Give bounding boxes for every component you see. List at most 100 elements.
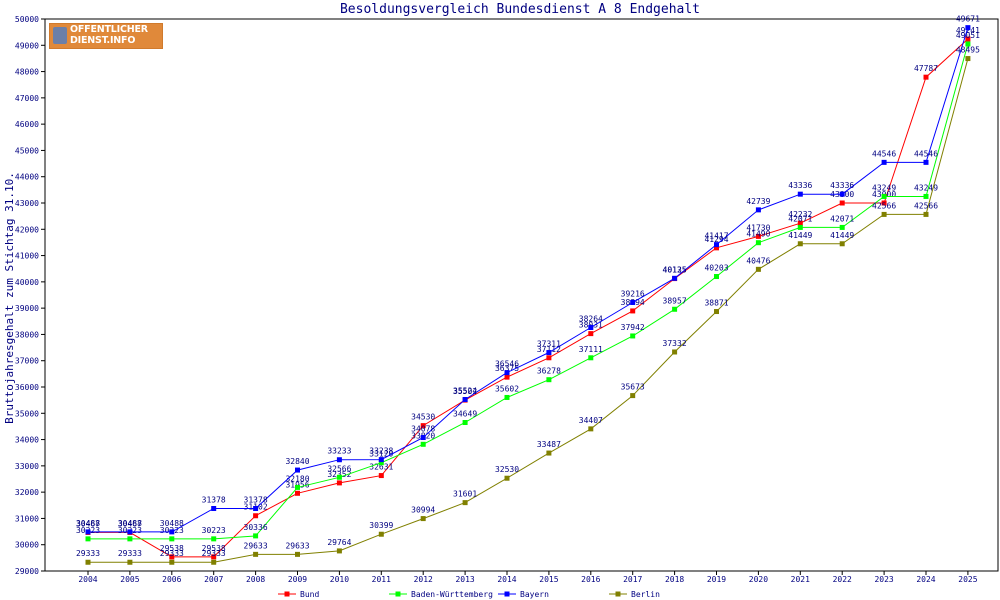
data-point — [546, 355, 552, 361]
data-label: 34078 — [411, 425, 435, 434]
y-tick-label: 49000 — [15, 41, 39, 50]
y-tick-label: 35000 — [15, 409, 39, 418]
data-label: 29764 — [327, 538, 351, 547]
data-point — [797, 220, 803, 226]
y-tick-label: 43000 — [15, 199, 39, 208]
data-point — [504, 394, 510, 400]
y-tick-label: 48000 — [15, 68, 39, 77]
data-point — [378, 531, 384, 537]
y-tick-label: 37000 — [15, 357, 39, 366]
data-label: 35502 — [453, 387, 477, 396]
series-1: 3022330223302233022330336321803256633120… — [76, 31, 980, 542]
data-label: 32840 — [285, 457, 309, 466]
data-label: 41449 — [788, 231, 812, 240]
series-line — [88, 38, 969, 558]
y-tick-label: 47000 — [15, 94, 39, 103]
data-point — [839, 241, 845, 247]
data-point — [504, 475, 510, 481]
data-point — [881, 159, 887, 165]
data-label: 41490 — [746, 230, 770, 239]
data-label: 41417 — [704, 232, 728, 241]
x-tick-label: 2013 — [455, 575, 474, 584]
data-point — [336, 474, 342, 480]
data-point — [672, 306, 678, 312]
legend-marker — [504, 591, 510, 597]
data-point — [714, 242, 719, 248]
data-label: 43336 — [788, 181, 812, 190]
data-point — [420, 423, 426, 429]
y-tick-label: 42000 — [15, 225, 39, 234]
data-label: 44546 — [914, 149, 938, 158]
data-point — [253, 533, 259, 539]
data-label: 32631 — [369, 463, 393, 472]
data-label: 29333 — [76, 549, 100, 558]
data-label: 38871 — [704, 299, 728, 308]
y-tick-label: 44000 — [15, 173, 39, 182]
series-line — [88, 27, 969, 533]
y-tick-label: 46000 — [15, 120, 39, 129]
data-point — [378, 457, 384, 463]
legend-marker — [615, 591, 621, 597]
data-label: 29333 — [160, 549, 184, 558]
data-point — [336, 548, 342, 554]
data-point — [462, 500, 468, 506]
legend-label: Baden-Württemberg — [411, 590, 493, 599]
data-label: 41294 — [704, 235, 728, 244]
legend-item: Berlin — [609, 590, 660, 599]
data-point — [127, 536, 133, 542]
data-label: 29633 — [285, 541, 309, 550]
y-tick-label: 32000 — [15, 488, 39, 497]
data-label: 33233 — [327, 447, 351, 456]
logo-line-2: DIENST.INFO — [70, 34, 136, 46]
x-axis: 2004 2005 2006 2007 2008 2009 2010 2011 2012 2013… — [78, 571, 978, 584]
y-tick-label: 41000 — [15, 252, 39, 261]
data-label: 36546 — [495, 360, 519, 369]
data-label: 31601 — [453, 490, 477, 499]
y-tick-label: 40000 — [15, 278, 39, 287]
data-label: 30467 — [76, 519, 100, 528]
data-label: 38957 — [663, 296, 687, 305]
data-point — [127, 559, 133, 565]
logo-line-1: OFFENTLICHER — [70, 24, 148, 35]
chart-title: Besoldungsvergleich Bundesdienst A 8 End… — [340, 2, 700, 17]
data-label: 49241 — [956, 26, 980, 35]
data-point — [295, 484, 300, 490]
data-point — [253, 513, 259, 519]
data-point — [504, 370, 510, 376]
series-layer: 3046730467295382953831102319563235232631… — [76, 15, 980, 565]
data-label: 29333 — [118, 549, 142, 558]
plot-area-frame — [44, 18, 999, 572]
data-label: 44546 — [872, 149, 896, 158]
data-point — [211, 559, 217, 565]
data-label: 42566 — [914, 201, 938, 210]
data-label: 29538 — [202, 544, 226, 553]
x-tick-label: 2022 — [833, 575, 852, 584]
data-point — [211, 536, 217, 542]
data-point — [588, 426, 594, 432]
data-label: 34407 — [579, 416, 603, 425]
data-label: 32566 — [327, 464, 351, 473]
data-point — [462, 397, 468, 403]
legend-marker — [395, 591, 401, 597]
data-point — [881, 193, 887, 199]
data-label: 43336 — [830, 181, 854, 190]
data-label: 37332 — [663, 339, 687, 348]
data-point — [839, 224, 845, 230]
data-label: 49051 — [956, 31, 980, 40]
data-label: 42071 — [788, 214, 812, 223]
data-point — [630, 308, 636, 314]
data-label: 37311 — [537, 340, 561, 349]
data-point — [211, 554, 217, 560]
data-point — [127, 529, 133, 535]
data-label: 41730 — [746, 223, 770, 232]
data-label: 32180 — [285, 474, 309, 483]
legend-label: Bund — [300, 590, 319, 599]
legend-item: Baden-Württemberg — [389, 590, 493, 599]
x-tick-label: 2016 — [581, 575, 600, 584]
series-3: 29333 29333 29333 29333 29633 29633 29764 30399… — [76, 46, 980, 565]
y-tick-label: 38000 — [15, 330, 39, 339]
data-point — [253, 505, 259, 511]
data-point — [923, 74, 929, 80]
x-tick-label: 2023 — [874, 575, 893, 584]
